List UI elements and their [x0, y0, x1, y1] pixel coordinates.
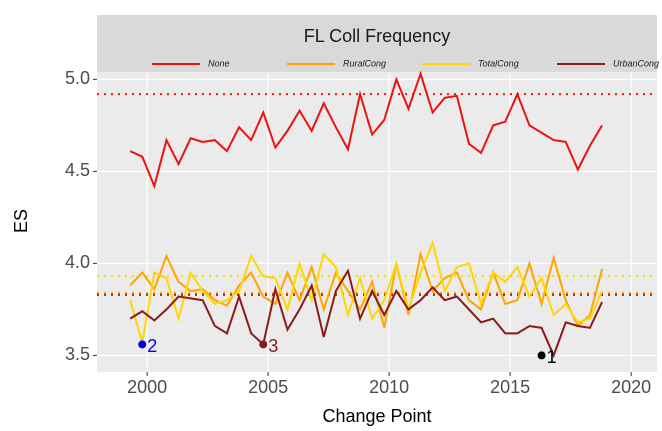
x-tick-label: 2000 — [127, 377, 167, 397]
x-tick-label: 2005 — [248, 377, 288, 397]
y-tick-label: 5.0 — [65, 68, 90, 88]
annotation-point — [138, 340, 147, 349]
chart-title: FL Coll Frequency — [304, 26, 450, 46]
x-tick-label: 2020 — [611, 377, 651, 397]
annotation-point — [537, 351, 546, 360]
legend-label: UrbanCong — [613, 58, 659, 68]
annotation-label: 2 — [147, 336, 157, 356]
legend-label: TotalCong — [478, 58, 519, 68]
legend-label: None — [208, 58, 230, 68]
series-line — [129, 70, 603, 190]
annotation-label: 1 — [547, 347, 557, 367]
series-line — [129, 268, 603, 359]
y-tick-label: 3.5 — [65, 344, 90, 364]
x-tick-label: 2015 — [490, 377, 530, 397]
y-tick-label: 4.5 — [65, 160, 90, 180]
annotation-point — [259, 340, 268, 349]
annotation-label: 3 — [268, 336, 278, 356]
x-tick-label: 2010 — [369, 377, 409, 397]
y-tick-label: 4.0 — [65, 252, 90, 272]
x-axis-label: Change Point — [322, 406, 431, 426]
legend-label: RuralCong — [343, 58, 386, 68]
series-line — [129, 239, 603, 343]
y-axis-label: ES — [11, 209, 31, 233]
strip — [97, 15, 657, 72]
